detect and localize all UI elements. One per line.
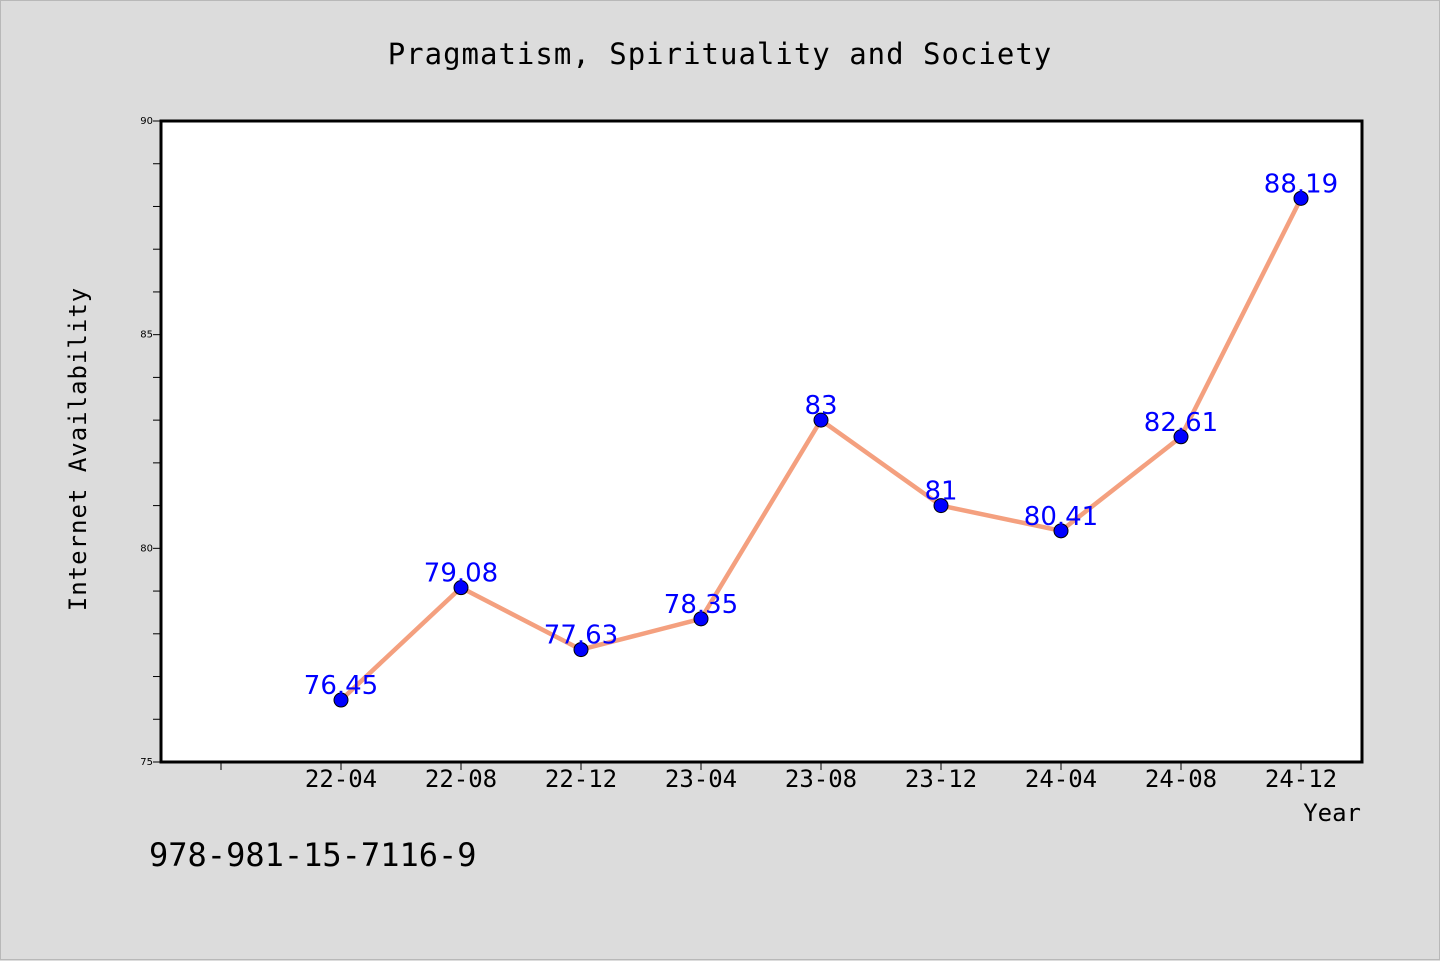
data-point: [453, 580, 469, 596]
data-label: 83: [804, 391, 837, 421]
data-point: [1173, 429, 1189, 445]
data-point: [1293, 190, 1309, 206]
y-axis-ticks: 75 80 85 90: [140, 116, 161, 768]
x-axis-ticks: 22-04 22-08 22-12 23-04 23-08 23-12 24-04 24-08…: [220, 762, 1337, 793]
data-point: [1053, 523, 1069, 539]
x-tick-label: 24-04: [1025, 765, 1097, 793]
x-axis-label: Year: [1303, 799, 1361, 827]
x-tick-label: 22-12: [545, 765, 617, 793]
data-label: 82.61: [1144, 408, 1218, 438]
x-tick-label: 23-12: [905, 765, 977, 793]
data-label: 88.19: [1264, 169, 1338, 199]
y-axis-label: Internet Availability: [64, 287, 92, 611]
data-point: [813, 412, 829, 428]
plot-area: [159, 119, 1364, 764]
data-label: 81: [924, 477, 957, 507]
data-label: 80.41: [1024, 502, 1098, 532]
chart-title: Pragmatism, Spirituality and Society: [388, 37, 1053, 71]
x-tick-label: 23-04: [665, 765, 737, 793]
data-label: 77.63: [544, 621, 618, 651]
y-tick-label: 75: [140, 757, 153, 768]
x-tick-label: 22-08: [425, 765, 497, 793]
data-point: [933, 498, 949, 514]
isbn-text: 978-981-15-7116-9: [149, 836, 477, 874]
data-point: [693, 611, 709, 627]
y-tick-label: 80: [140, 543, 153, 554]
series-group: 76.45 79.08 77.63 78.35 83 81 80.41 82.61 88.19: [304, 169, 1338, 708]
data-point: [573, 642, 589, 658]
y-tick-label: 85: [140, 330, 153, 341]
x-tick-label: 22-04: [305, 765, 377, 793]
data-label: 76.45: [304, 671, 378, 701]
data-label: 79.08: [424, 559, 498, 589]
x-tick-label: 23-08: [785, 765, 857, 793]
data-point: [333, 692, 349, 708]
y-tick-label: 90: [140, 116, 153, 127]
data-label: 78.35: [664, 590, 738, 620]
x-tick-label: 24-12: [1265, 765, 1337, 793]
x-tick-label: 24-08: [1145, 765, 1217, 793]
